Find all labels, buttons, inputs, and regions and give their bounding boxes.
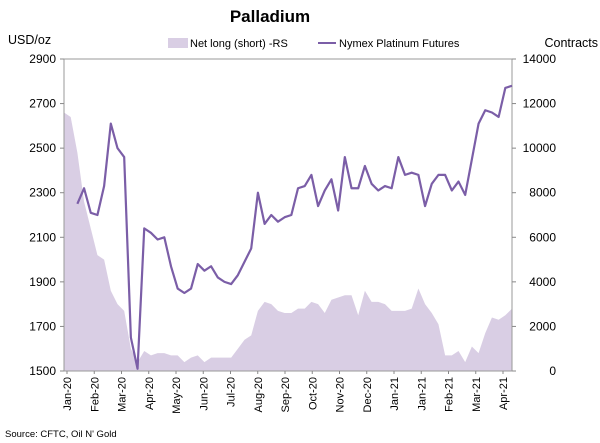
right-tick-label: 12000 xyxy=(523,97,557,111)
left-tick-label: 2300 xyxy=(29,186,56,200)
chart-title: Palladium xyxy=(230,7,310,26)
x-axis: Jan-20 Feb-20 Mar-20 Apr-20 May-20 Jun-20 Jul-… xyxy=(62,371,510,414)
x-tick-label: Dec-20 xyxy=(362,377,374,412)
x-tick-label: Mar-21 xyxy=(471,377,483,412)
right-tick-label: 14000 xyxy=(523,52,557,66)
right-axis-label: Contracts xyxy=(545,36,599,50)
left-tick-label: 1900 xyxy=(29,275,56,289)
right-axis: 0 2000 4000 6000 8000 10000 12000 14000 xyxy=(512,52,556,378)
right-tick-label: 2000 xyxy=(529,319,556,333)
x-tick-label: Aug-20 xyxy=(253,377,265,412)
x-tick-label: Mar-20 xyxy=(117,377,129,412)
left-tick-label: 1500 xyxy=(29,364,56,378)
left-tick-label: 2100 xyxy=(29,230,56,244)
plot-area xyxy=(63,58,513,372)
right-tick-label: 10000 xyxy=(523,141,557,155)
x-tick-label: Apr-21 xyxy=(498,377,510,410)
right-tick-label: 8000 xyxy=(529,186,556,200)
left-axis: 1500 1700 1900 2100 2300 2500 2700 2900 xyxy=(29,52,64,378)
x-tick-label: Oct-20 xyxy=(307,377,319,410)
legend-area-swatch xyxy=(168,38,188,48)
source-note: Source: CFTC, Oil N' Gold xyxy=(5,429,117,440)
x-tick-label: Jun-20 xyxy=(198,377,210,411)
left-tick-label: 2500 xyxy=(29,141,56,155)
x-tick-label: Apr-20 xyxy=(144,377,156,410)
legend-label-futures: Nymex Platinum Futures xyxy=(339,38,460,50)
x-tick-label: Jan-20 xyxy=(62,377,74,411)
x-tick-label: May-20 xyxy=(171,377,183,414)
left-tick-label: 1700 xyxy=(29,319,56,333)
x-tick-label: Jul-20 xyxy=(226,377,238,407)
x-tick-label: Jan-21 xyxy=(416,377,428,411)
legend: Net long (short) -RS Nymex Platinum Futu… xyxy=(168,38,460,50)
x-tick-label: Sep-20 xyxy=(280,377,292,412)
right-tick-label: 6000 xyxy=(529,230,556,244)
plot-frame xyxy=(63,58,513,372)
legend-label-net-long: Net long (short) -RS xyxy=(190,38,288,50)
left-tick-label: 2900 xyxy=(29,52,56,66)
x-tick-label: Feb-20 xyxy=(89,377,101,412)
right-tick-label: 4000 xyxy=(529,275,556,289)
left-axis-label: USD/oz xyxy=(8,33,51,47)
x-tick-label: Jan-21 xyxy=(389,377,401,411)
futures-line xyxy=(76,84,513,370)
x-tick-label: Nov-20 xyxy=(335,377,347,412)
net-long-area xyxy=(64,112,512,372)
right-tick-label: 0 xyxy=(549,364,556,378)
x-tick-label: Feb-21 xyxy=(444,377,456,412)
left-tick-label: 2700 xyxy=(29,97,56,111)
